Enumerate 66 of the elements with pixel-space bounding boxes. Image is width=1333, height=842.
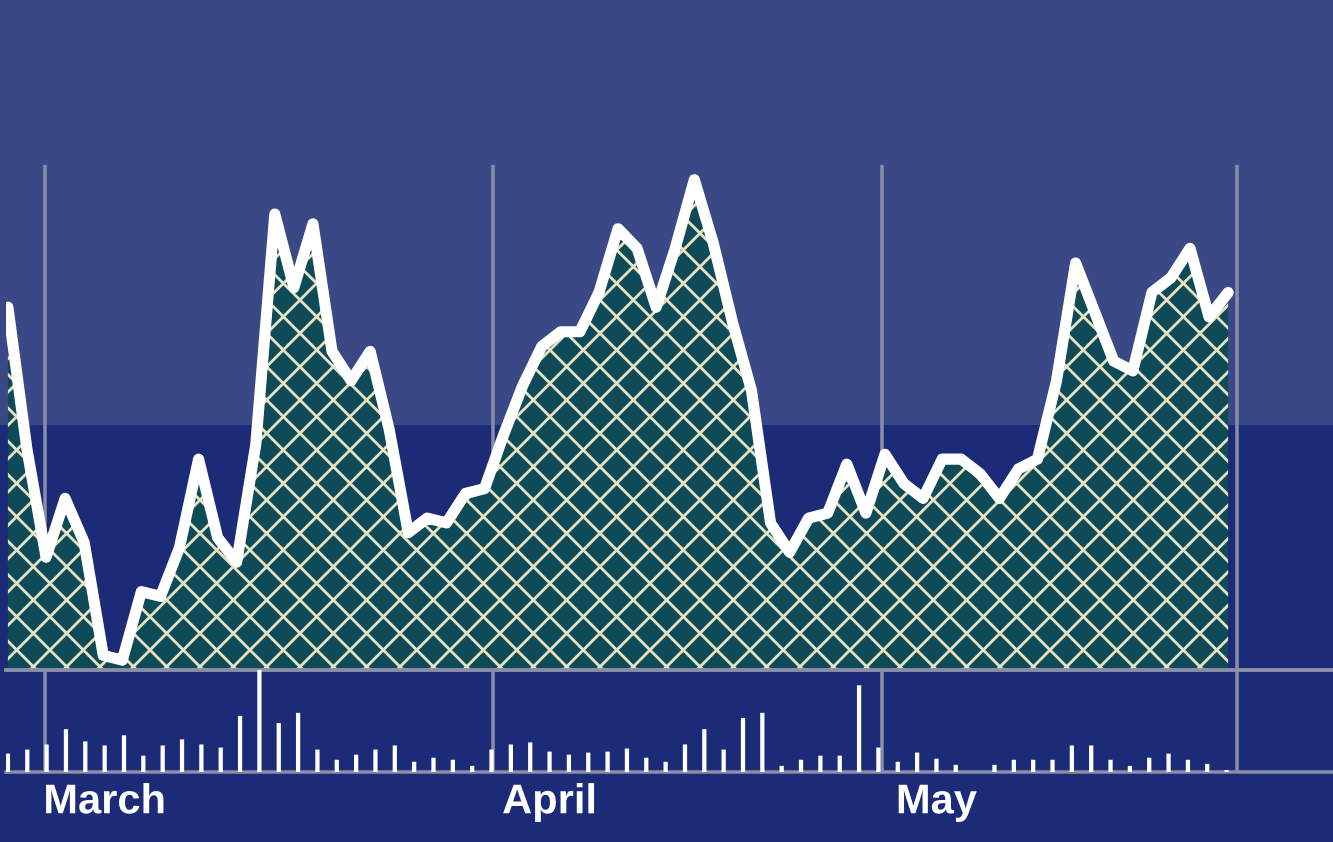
bar — [508, 744, 514, 772]
bar — [586, 752, 591, 772]
bar — [876, 747, 881, 772]
bar — [953, 764, 958, 772]
bar — [237, 715, 243, 772]
bar — [470, 765, 475, 772]
bar — [315, 749, 320, 772]
bar — [218, 747, 223, 772]
bar — [1147, 757, 1152, 772]
bar — [1031, 759, 1036, 772]
bar — [199, 744, 204, 772]
bar — [334, 759, 339, 772]
bar — [1166, 753, 1171, 772]
bar — [682, 744, 688, 772]
bar — [837, 755, 842, 772]
bar — [431, 757, 436, 772]
bar — [779, 765, 784, 772]
bar — [644, 757, 649, 772]
bar — [547, 751, 552, 772]
x-tick-label: May — [898, 784, 977, 822]
bar — [179, 739, 185, 772]
bar — [6, 753, 11, 772]
bar — [760, 712, 765, 772]
bar — [1069, 745, 1074, 772]
bar — [63, 729, 69, 772]
bar — [160, 745, 165, 772]
bar — [412, 761, 417, 772]
bar — [624, 748, 630, 772]
bar — [1089, 745, 1094, 772]
bar — [818, 755, 823, 772]
bar — [276, 723, 281, 772]
bar — [1185, 759, 1191, 772]
bar — [450, 759, 455, 772]
bar — [663, 761, 668, 772]
bar — [566, 754, 572, 772]
bar — [141, 755, 146, 772]
bar — [25, 749, 30, 772]
bar — [992, 764, 997, 772]
bar — [934, 758, 939, 772]
bar — [83, 741, 88, 772]
bar — [1127, 765, 1133, 772]
bar — [856, 685, 862, 772]
bar — [354, 754, 359, 772]
bar — [44, 744, 49, 772]
bar — [102, 745, 107, 772]
bar — [702, 729, 707, 772]
bar — [392, 745, 397, 772]
x-tick-label: March — [46, 783, 164, 814]
bar — [1011, 759, 1016, 772]
bar — [1205, 763, 1210, 772]
bar — [605, 751, 610, 772]
bar — [373, 749, 378, 772]
bar — [721, 749, 726, 772]
bar — [1224, 769, 1229, 772]
bar — [1108, 759, 1113, 772]
bar — [257, 670, 262, 772]
x-tick-label: April — [503, 783, 595, 822]
bar — [740, 717, 746, 772]
bar — [528, 742, 533, 772]
bar — [914, 752, 920, 772]
bar — [798, 759, 804, 772]
bar — [295, 712, 301, 772]
bar — [1050, 759, 1055, 772]
bar — [895, 761, 900, 772]
bar — [121, 735, 127, 772]
bar — [489, 749, 494, 772]
